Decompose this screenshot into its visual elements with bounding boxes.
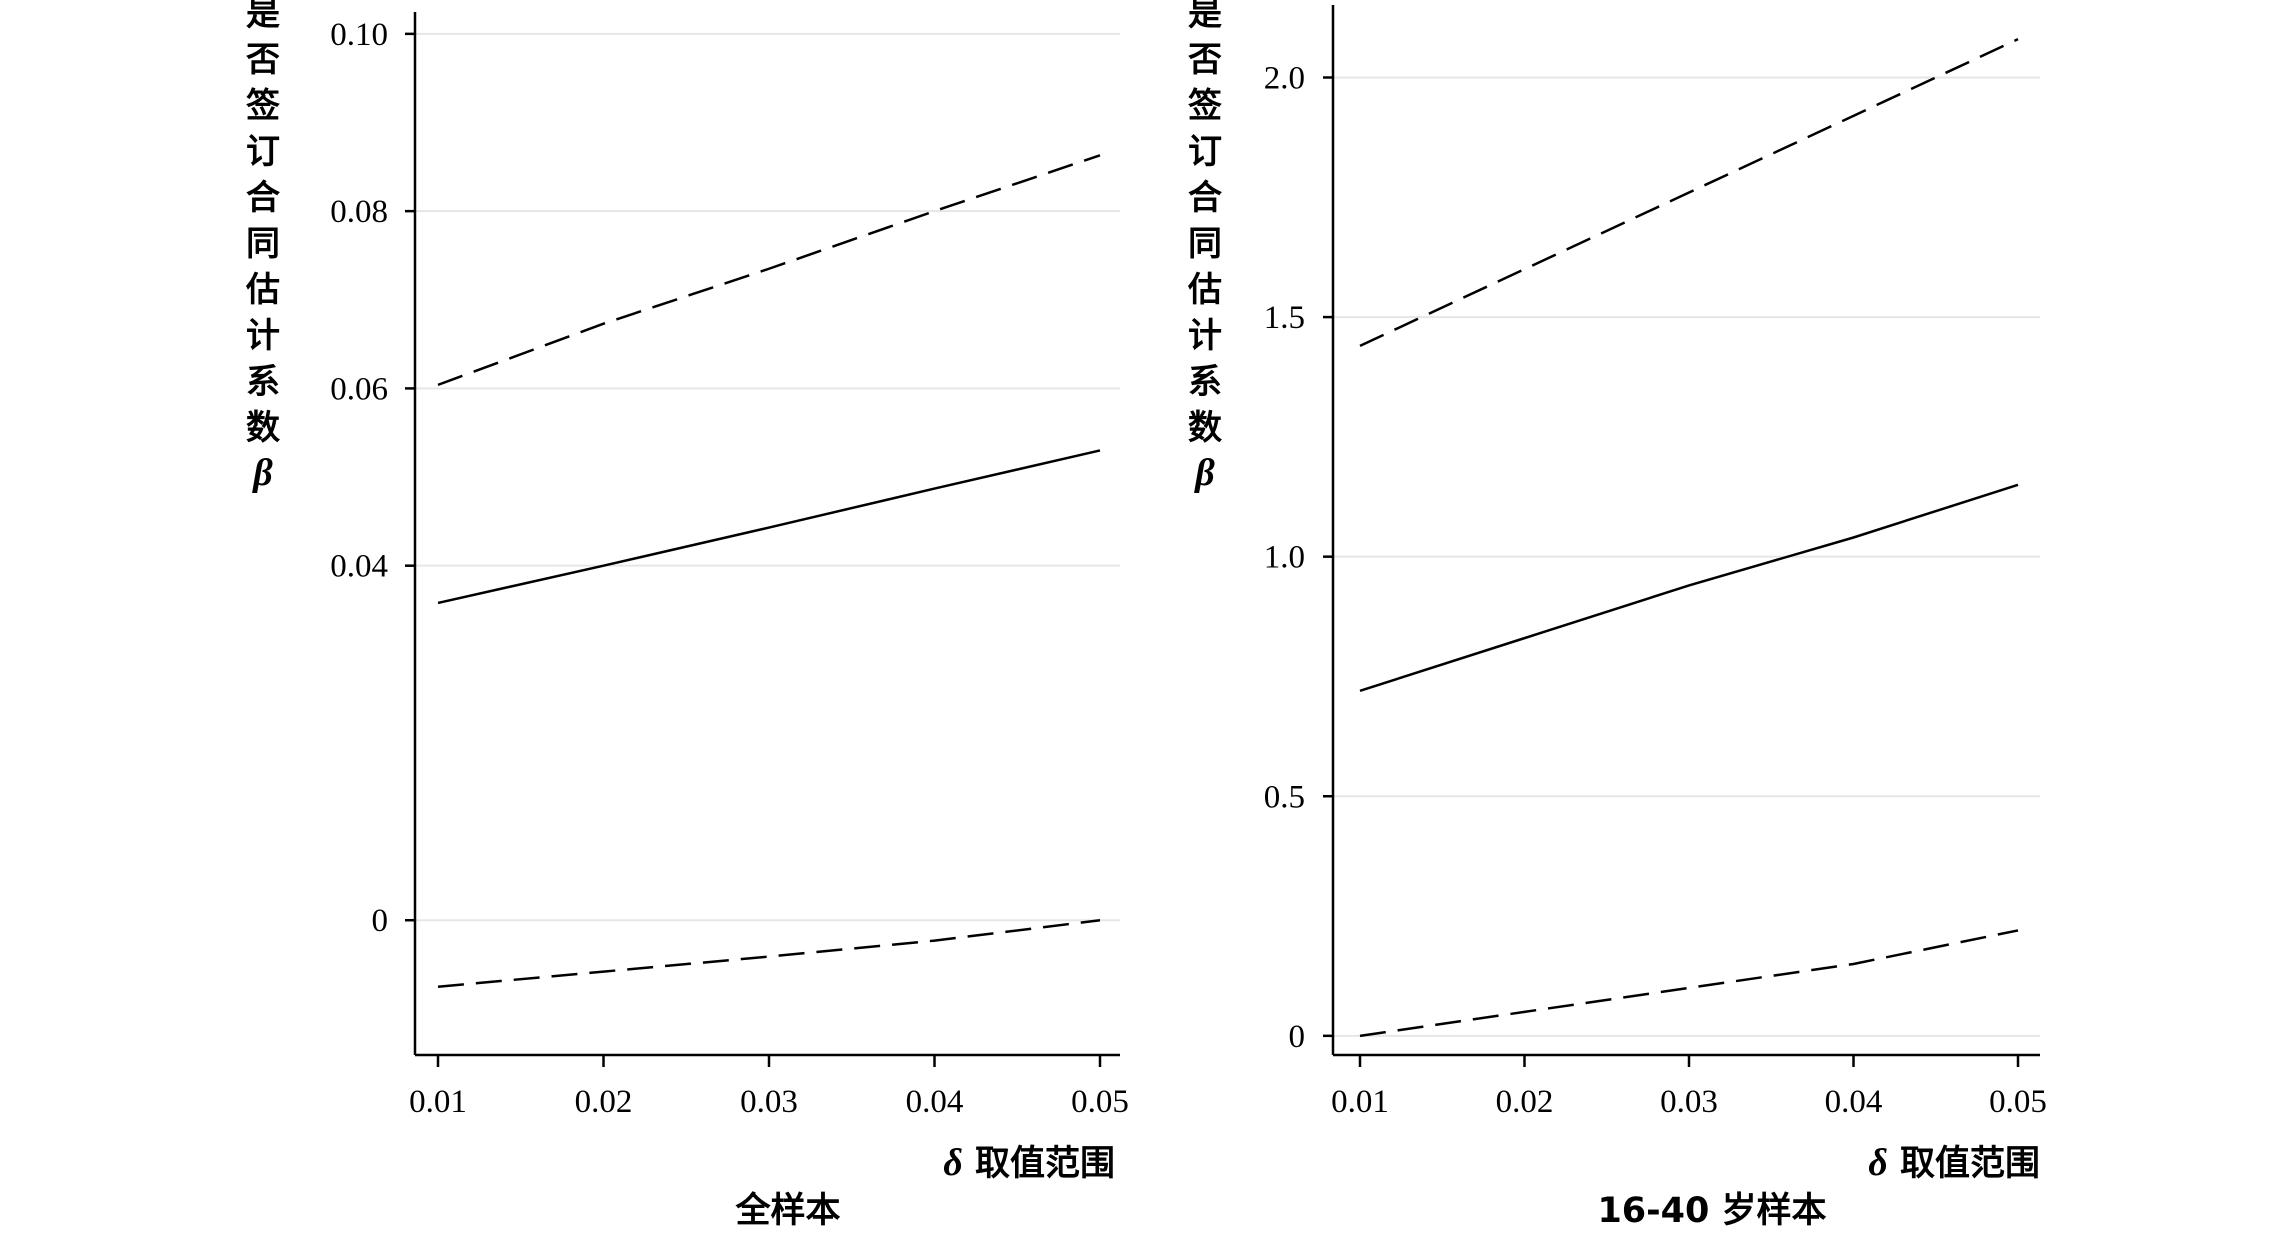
- x-tick-label: 0.02: [575, 1084, 633, 1120]
- series-line-estimate: [1359, 483, 2019, 693]
- x-axis-label: δ 取值范围: [943, 1142, 1115, 1184]
- y-tick-label: 0: [1289, 1019, 1306, 1055]
- y-tick-label: 1.5: [1264, 300, 1305, 336]
- x-tick-label: 0.01: [1331, 1084, 1389, 1120]
- y-axis-label: 是否签订合同估计系数 β: [245, 0, 280, 494]
- y-tick-label: 2.0: [1264, 61, 1305, 97]
- series-line-lower: [437, 918, 1101, 988]
- series-line-upper: [1359, 38, 2019, 347]
- y-tick-label: 0.06: [330, 371, 388, 407]
- series-line-upper: [437, 154, 1101, 387]
- x-tick-label: 0.04: [1825, 1084, 1883, 1120]
- y-axis-label: 是否签订合同估计系数 β: [1187, 0, 1222, 494]
- x-axis-label: δ 取值范围: [1868, 1142, 2040, 1184]
- series-line-lower: [1359, 929, 2019, 1038]
- panel-age-16-40: 0 0.5 1.0 1.5 2.0 0.01 0.02 0.03 0.04 0.05 是否签订合同估…: [1187, 0, 2047, 1231]
- y-tick-label: 0.5: [1264, 779, 1305, 815]
- panel-caption: 全样本: [734, 1190, 840, 1231]
- x-tick-label: 0.03: [740, 1084, 798, 1120]
- y-tick-label: 0.08: [330, 194, 388, 230]
- x-tick-label: 0.02: [1496, 1084, 1554, 1120]
- y-tick-label: 1.0: [1264, 540, 1305, 576]
- y-tick-label: 0.04: [330, 549, 388, 585]
- panel-full-sample: 0 0.04 0.06 0.08 0.10 0.01 0.02 0.03 0.04 0.05 是否签…: [245, 0, 1129, 1231]
- panel-caption: 16-40 岁样本: [1597, 1191, 1826, 1231]
- x-tick-label: 0.04: [906, 1084, 964, 1120]
- x-tick-label: 0.01: [409, 1084, 467, 1120]
- x-tick-label: 0.05: [1071, 1084, 1129, 1120]
- x-tick-label: 0.03: [1660, 1084, 1718, 1120]
- y-tick-label: 0.10: [330, 17, 388, 53]
- x-tick-label: 0.05: [1989, 1084, 2047, 1120]
- series-line-estimate: [437, 449, 1101, 605]
- y-tick-label: 0: [372, 903, 389, 939]
